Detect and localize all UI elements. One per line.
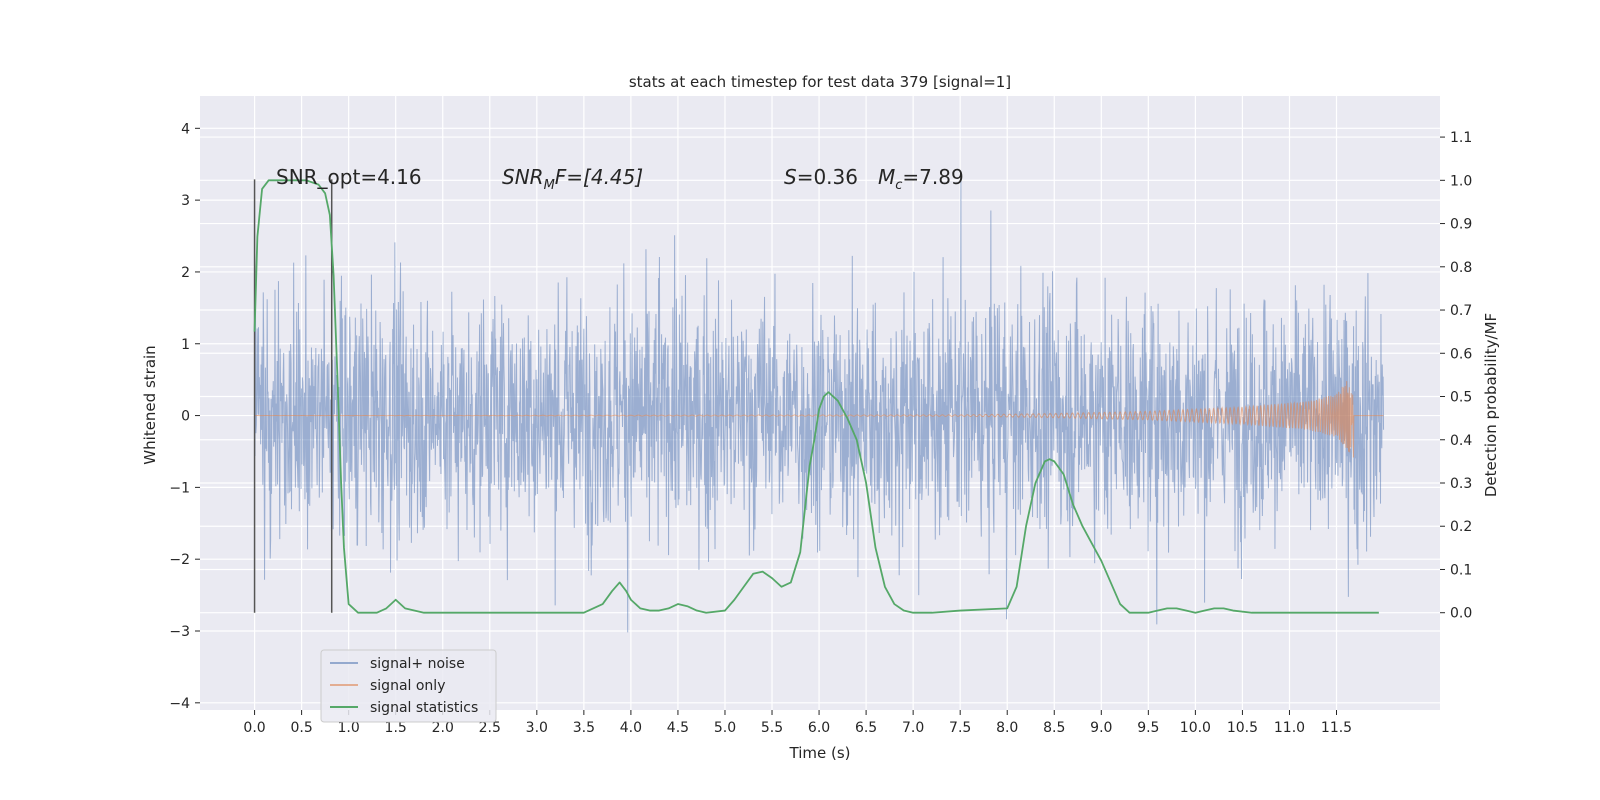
x-tick-label-6: 3.0: [526, 720, 548, 736]
legend-box: [320, 649, 497, 723]
annotation-snr-mf: SNRMF=[4.45]: [502, 165, 643, 193]
snr-mf-prefix: SNR: [502, 165, 544, 189]
mc-sub: c: [895, 178, 902, 193]
y2-axis-label: Detection probability/MF: [1482, 313, 1500, 497]
snr-mf-rest: F=[4.45]: [555, 165, 643, 189]
x-tick-label-9: 4.5: [667, 720, 689, 736]
y2-tick-label-0: 1.1: [1450, 130, 1472, 146]
y-tick-label-6: −2: [169, 552, 190, 568]
y-tick-label-5: −1: [169, 480, 190, 496]
annotation-snr-opt: SNR_opt=4.16: [276, 165, 422, 189]
x-tick-label-17: 8.5: [1043, 720, 1065, 736]
grid: [200, 96, 1440, 710]
x-tick-label-16: 8.0: [996, 720, 1018, 736]
y2-tick-label-10: 0.1: [1450, 562, 1472, 578]
y2-tick-label-4: 0.7: [1450, 303, 1472, 319]
x-tick-label-23: 11.5: [1321, 720, 1352, 736]
x-tick-label-22: 11.0: [1274, 720, 1305, 736]
snr-mf-sub: M: [544, 178, 555, 193]
x-tick-label-5: 2.5: [479, 720, 501, 736]
x-tick-label-12: 6.0: [808, 720, 830, 736]
x-tick-label-3: 1.5: [385, 720, 407, 736]
x-tick-label-13: 6.5: [855, 720, 877, 736]
legend: signal+ noise signal only signal statist…: [320, 649, 497, 723]
y-tick-label-7: −3: [169, 624, 190, 640]
chart-title: stats at each timestep for test data 379…: [629, 73, 1011, 91]
x-tick-label-11: 5.5: [761, 720, 783, 736]
x-tick-label-20: 10.0: [1180, 720, 1211, 736]
y-tick-label-0: 4: [181, 121, 190, 137]
stats-line: [253, 179, 1379, 614]
x-tick-label-19: 9.5: [1137, 720, 1159, 736]
legend-label-noise: signal+ noise: [370, 656, 465, 672]
y-tick-label-2: 2: [181, 265, 190, 281]
y-tick-label-4: 0: [181, 409, 190, 425]
y2-tick-label-11: 0.0: [1450, 606, 1472, 622]
y2-tick-label-6: 0.5: [1450, 390, 1472, 406]
y2-tick-label-3: 0.8: [1450, 260, 1472, 276]
y-tick-label-1: 3: [181, 193, 190, 209]
x-axis-label: Time (s): [789, 744, 851, 762]
x-tick-label-14: 7.0: [902, 720, 924, 736]
signal-series: [254, 381, 1384, 458]
signal-line: [254, 381, 1384, 458]
y-tick-label-3: 1: [181, 337, 190, 353]
y2-tick-label-5: 0.6: [1450, 346, 1472, 362]
x-tick-label-7: 3.5: [573, 720, 595, 736]
s-value: =0.36: [797, 165, 858, 189]
x-tick-label-10: 5.0: [714, 720, 736, 736]
x-tick-label-21: 10.5: [1227, 720, 1258, 736]
y2-tick-label-8: 0.3: [1450, 476, 1472, 492]
y2-tick-label-7: 0.4: [1450, 433, 1472, 449]
annotation-mc: Mc=7.89: [878, 165, 964, 193]
legend-label-signal: signal only: [370, 678, 445, 694]
x-ticks: 0.0 0.5 1.0 1.5 2.0 2.5 3.0 3.5 4.0 4.5 5.0 5.5 6.0 6…: [243, 710, 1352, 736]
y2-ticks: 1.1 1.0 0.9 0.8 0.7 0.6 0.5 0.4 0.3 0.2 0.1 0.0: [1440, 130, 1472, 622]
mc-italic: M: [878, 165, 895, 189]
y2-tick-label-1: 1.0: [1450, 173, 1472, 189]
stats-series: [253, 179, 1379, 614]
legend-label-stats: signal statistics: [370, 700, 478, 716]
y-ticks: 4 3 2 1 0 −1 −2 −3 −4: [169, 121, 200, 712]
x-tick-label-8: 4.0: [620, 720, 642, 736]
x-tick-label-0: 0.0: [243, 720, 265, 736]
y2-tick-label-2: 0.9: [1450, 217, 1472, 233]
x-tick-label-2: 1.0: [338, 720, 360, 736]
y-axis-label: Whitened strain: [141, 345, 159, 464]
s-italic: S: [784, 165, 797, 189]
x-tick-label-1: 0.5: [290, 720, 312, 736]
annotation-s: S=0.36: [784, 165, 858, 189]
y-tick-label-8: −4: [169, 696, 190, 712]
mc-value: =7.89: [902, 165, 963, 189]
x-tick-label-4: 2.0: [432, 720, 454, 736]
x-tick-label-15: 7.5: [949, 720, 971, 736]
y2-tick-label-9: 0.2: [1450, 519, 1472, 535]
x-tick-label-18: 9.0: [1090, 720, 1112, 736]
